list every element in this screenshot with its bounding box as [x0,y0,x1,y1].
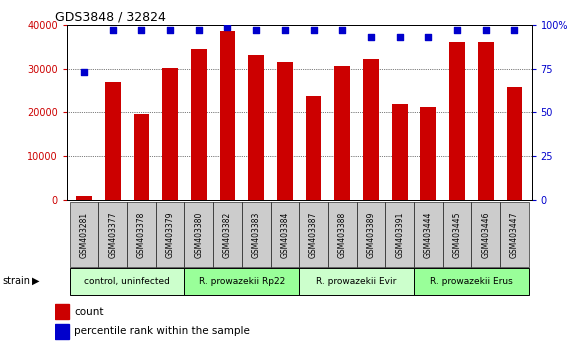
Bar [414,268,529,295]
Text: R. prowazekii Evir: R. prowazekii Evir [317,277,397,286]
Bar [443,202,471,267]
Point [510,27,519,33]
Bar [76,196,92,200]
Bar [414,202,443,267]
Text: GSM403377: GSM403377 [108,211,117,258]
Text: percentile rank within the sample: percentile rank within the sample [74,326,250,336]
Bar [385,202,414,267]
Text: GSM403389: GSM403389 [367,211,375,258]
Bar [191,49,207,200]
Bar [478,42,494,200]
Point [80,69,89,75]
Bar [70,202,98,267]
Bar [500,202,529,267]
Text: GSM403387: GSM403387 [309,211,318,258]
Bar [105,82,121,200]
Point [223,24,232,29]
Text: R. prowazekii Rp22: R. prowazekii Rp22 [199,277,285,286]
Point [453,27,462,33]
Text: R. prowazekii Erus: R. prowazekii Erus [430,277,513,286]
Text: GSM403446: GSM403446 [481,211,490,258]
Text: GSM403378: GSM403378 [137,211,146,258]
Bar [363,59,379,200]
Point [338,27,347,33]
Bar [277,62,293,200]
Bar [127,202,156,267]
Point [395,34,404,40]
Bar [421,107,436,200]
Point [309,27,318,33]
Text: count: count [74,307,104,317]
Text: GSM403444: GSM403444 [424,211,433,258]
Bar [328,202,357,267]
Bar [55,324,69,338]
Text: GSM403382: GSM403382 [223,211,232,258]
Text: GSM403391: GSM403391 [395,211,404,258]
Bar [299,202,328,267]
Bar [306,96,321,200]
Text: GSM403447: GSM403447 [510,211,519,258]
Bar [134,114,149,200]
Bar [70,268,184,295]
Text: ▶: ▶ [32,276,40,286]
Bar [471,202,500,267]
Point [252,27,261,33]
Bar [213,202,242,267]
Bar [248,56,264,200]
Text: GSM403380: GSM403380 [194,211,203,258]
Point [166,27,175,33]
Bar [449,42,465,200]
Point [424,34,433,40]
Text: strain: strain [3,276,31,286]
Bar [98,202,127,267]
Bar [184,202,213,267]
Bar [184,268,299,295]
Bar [392,104,407,200]
Text: GSM403281: GSM403281 [80,211,88,258]
Bar [156,202,184,267]
Text: GSM403383: GSM403383 [252,211,261,258]
Text: GDS3848 / 32824: GDS3848 / 32824 [55,11,166,24]
Point [137,27,146,33]
Bar [242,202,271,267]
Bar [220,32,235,200]
Bar [299,268,414,295]
Point [481,27,490,33]
Bar [55,304,69,319]
Point [194,27,203,33]
Bar [162,68,178,200]
Point [366,34,375,40]
Point [108,27,117,33]
Bar [271,202,299,267]
Text: GSM403388: GSM403388 [338,211,347,258]
Text: control, uninfected: control, uninfected [84,277,170,286]
Bar [507,87,522,200]
Bar [357,202,385,267]
Bar [334,67,350,200]
Text: GSM403379: GSM403379 [166,211,175,258]
Text: GSM403445: GSM403445 [453,211,461,258]
Text: GSM403384: GSM403384 [281,211,289,258]
Point [280,27,289,33]
